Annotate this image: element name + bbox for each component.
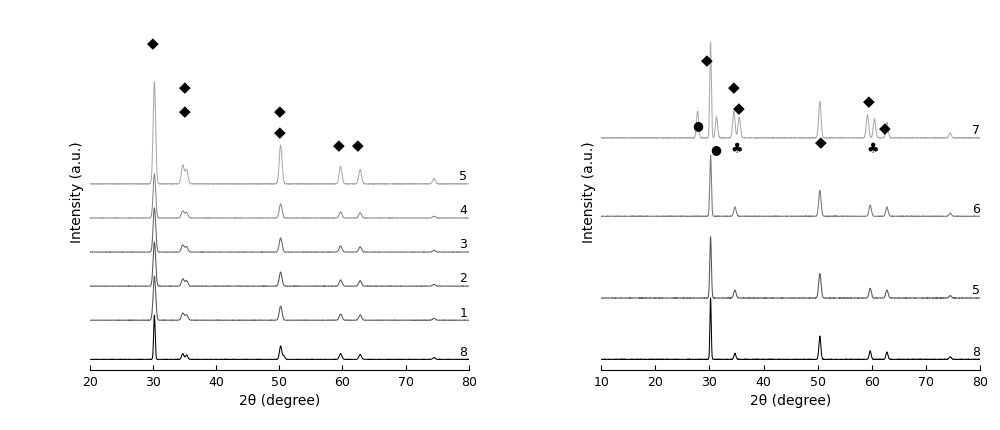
Text: ◆: ◆ <box>701 53 713 68</box>
Text: 5: 5 <box>459 170 467 183</box>
X-axis label: 2θ (degree): 2θ (degree) <box>750 393 831 407</box>
Text: ◆: ◆ <box>728 80 740 95</box>
X-axis label: 2θ (degree): 2θ (degree) <box>239 393 320 407</box>
Text: ◆: ◆ <box>179 104 191 119</box>
Text: ◆: ◆ <box>815 135 826 150</box>
Text: 5: 5 <box>972 284 980 297</box>
Text: 6: 6 <box>972 202 980 215</box>
Text: ◆: ◆ <box>273 104 285 119</box>
Text: ◆: ◆ <box>879 121 891 136</box>
Text: 8: 8 <box>972 345 980 358</box>
Text: ◆: ◆ <box>733 101 745 116</box>
Text: 7: 7 <box>972 124 980 137</box>
Text: ◆: ◆ <box>179 80 191 95</box>
Text: ●: ● <box>692 119 703 132</box>
Text: 8: 8 <box>459 345 467 358</box>
Text: ◆: ◆ <box>333 138 345 153</box>
Text: 1: 1 <box>459 306 467 319</box>
Text: 3: 3 <box>459 238 467 251</box>
Text: ◆: ◆ <box>273 124 285 139</box>
Text: ♣: ♣ <box>867 142 879 156</box>
Text: ◆: ◆ <box>352 138 364 153</box>
Text: ♣: ♣ <box>730 142 743 156</box>
Text: 4: 4 <box>459 204 467 217</box>
Text: ◆: ◆ <box>863 94 875 109</box>
Y-axis label: Intensity (a.u.): Intensity (a.u.) <box>582 141 596 242</box>
Text: ◆: ◆ <box>147 36 159 51</box>
Text: ●: ● <box>711 142 721 155</box>
Y-axis label: Intensity (a.u.): Intensity (a.u.) <box>70 141 84 242</box>
Text: 2: 2 <box>459 272 467 285</box>
